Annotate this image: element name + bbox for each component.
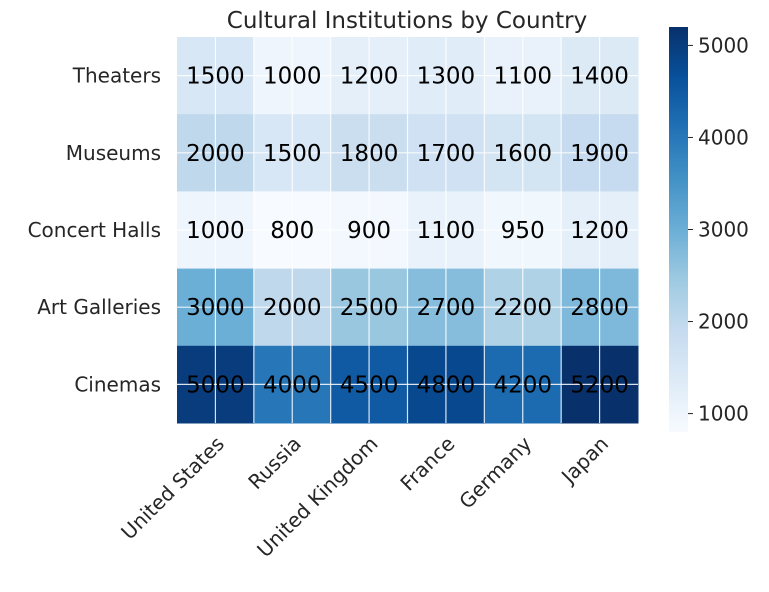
chart-title: Cultural Institutions by Country [227,8,587,34]
cell-value-label: 2000 [186,141,245,167]
cell-value-label: 4200 [493,372,552,398]
y-tick-label: Art Galleries [37,295,161,319]
cell-value-label: 5000 [186,372,245,398]
gridlines [177,37,638,423]
colorbar [669,27,688,432]
cell-value-label: 3000 [186,295,245,321]
cell-value-label: 1400 [570,64,629,90]
colorbar-tick-labels: 1000 2000 3000 4000 5000 [688,33,749,426]
colorbar-tick-label: 5000 [698,33,749,57]
cell-value-label: 1900 [570,141,629,167]
y-tick-label: Concert Halls [28,218,161,242]
y-tick-label: Theaters [72,64,161,88]
cell-value-label: 4000 [263,372,322,398]
cell-value-label: 1200 [340,64,399,90]
cell-labels: 1500 1000 1200 1300 1100 1400 2000 1500 1800 1700… [186,64,629,399]
x-tick-label: Russia [243,432,305,494]
cell-value-label: 1800 [340,141,399,167]
cell-value-label: 1500 [186,64,245,90]
y-tick-label: Museums [66,141,161,165]
cell-value-label: 1700 [417,141,476,167]
cell-value-label: 1100 [417,218,476,244]
y-axis-tick-labels: Theaters Museums Concert Halls Art Gallerie… [28,64,161,397]
cell-value-label: 800 [270,218,314,244]
cell-value-label: 4800 [417,372,476,398]
x-tick-label: France [395,432,459,496]
cell-value-label: 2800 [570,295,629,321]
cell-value-label: 1200 [570,218,629,244]
colorbar-tick-label: 3000 [698,218,749,242]
colorbar-tick-label: 4000 [698,125,749,149]
cell-value-label: 4500 [340,372,399,398]
x-tick-label: Germany [454,431,536,513]
cell-value-label: 1000 [186,218,245,244]
cell-value-label: 1300 [417,64,476,90]
cell-value-label: 1600 [493,141,552,167]
x-tick-label: United States [116,432,229,545]
colorbar-tick-label: 2000 [698,310,749,334]
x-tick-label: Japan [555,432,613,490]
colorbar-tick-label: 1000 [698,402,749,426]
cell-value-label: 1100 [493,64,552,90]
cell-value-label: 1500 [263,141,322,167]
cell-value-label: 2500 [340,295,399,321]
cell-value-label: 2000 [263,295,322,321]
cell-value-label: 5200 [570,372,629,398]
cell-value-label: 900 [347,218,391,244]
cell-value-label: 950 [501,218,545,244]
cell-value-label: 2200 [493,295,552,321]
cell-value-label: 2700 [417,295,476,321]
cell-value-label: 1000 [263,64,322,90]
y-tick-label: Cinemas [74,372,161,396]
